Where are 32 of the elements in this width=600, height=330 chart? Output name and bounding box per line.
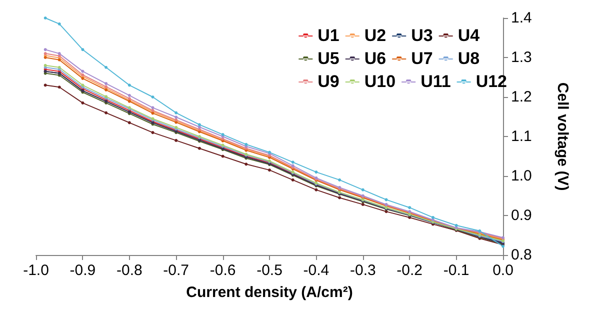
legend-label: U10: [364, 72, 396, 91]
legend-label: U8: [458, 49, 480, 68]
y-tick-label: 0.8: [511, 246, 532, 264]
x-tick-label: 0.0: [492, 262, 514, 279]
legend-label: U12: [476, 72, 507, 91]
y-tick-label: 1.0: [511, 168, 532, 184]
legend-label: U3: [411, 26, 433, 45]
legend-label: U2: [364, 26, 386, 45]
legend-label: U4: [458, 26, 480, 45]
x-tick-label: -0.3: [350, 262, 376, 279]
x-tick-label: -0.4: [303, 262, 330, 279]
x-tick-label: -1.0: [23, 262, 49, 279]
x-tick-label: -0.7: [163, 262, 190, 279]
y-axis-title: Cell voltage (V): [554, 82, 571, 191]
x-axis-title: Current density (A/cm²): [186, 284, 353, 301]
x-tick-label: -0.5: [256, 262, 282, 279]
x-tick-label: -0.1: [443, 262, 470, 279]
legend-label: U6: [364, 49, 386, 68]
x-tick-label: -0.2: [396, 262, 423, 279]
x-tick-label: -0.6: [210, 262, 236, 279]
y-tick-label: 1.1: [511, 128, 532, 145]
legend-label: U1: [318, 26, 340, 45]
y-tick-label: 1.2: [511, 88, 532, 106]
y-tick-label: 0.9: [511, 207, 532, 224]
legend-label: U7: [411, 49, 433, 68]
x-tick-label: -0.8: [116, 262, 142, 279]
x-tick-label: -0.9: [70, 262, 96, 279]
y-tick-label: 1.3: [511, 49, 532, 66]
legend-label: U9: [318, 72, 340, 91]
legend-label: U11: [420, 72, 451, 91]
y-tick-label: 1.4: [511, 10, 532, 26]
legend-label: U5: [318, 49, 340, 68]
